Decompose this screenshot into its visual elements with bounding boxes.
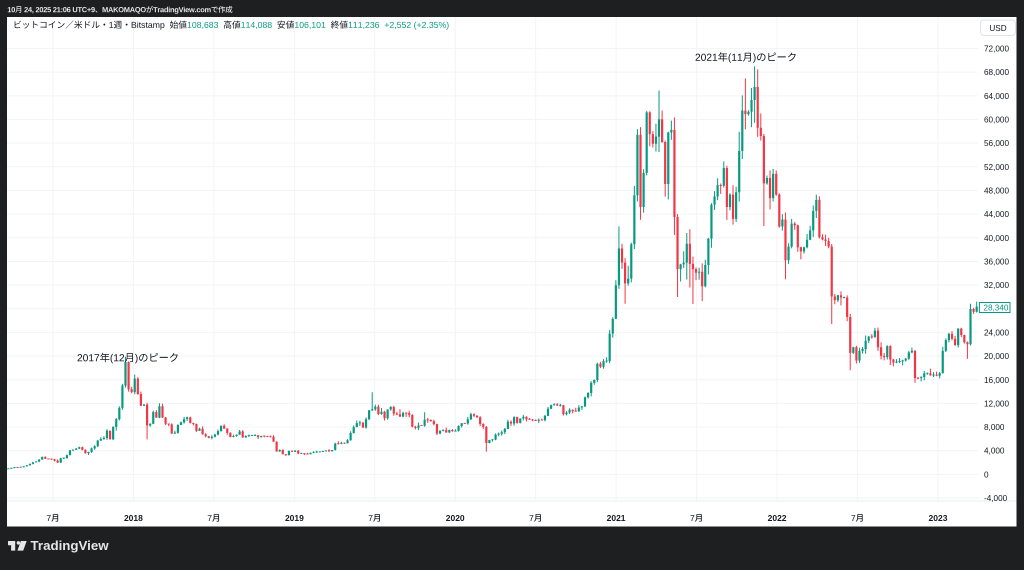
svg-text:4,000: 4,000: [984, 447, 1005, 456]
svg-text:2019: 2019: [285, 513, 304, 523]
svg-text:2018: 2018: [124, 513, 143, 523]
svg-text:48,000: 48,000: [984, 186, 1009, 195]
svg-text:2021: 2021: [607, 513, 626, 523]
svg-text:60,000: 60,000: [984, 115, 1009, 124]
svg-text:0: 0: [984, 470, 989, 479]
svg-text:-4,000: -4,000: [984, 494, 1008, 503]
svg-text:40,000: 40,000: [984, 234, 1009, 243]
svg-text:56,000: 56,000: [984, 139, 1009, 148]
svg-text:12,000: 12,000: [984, 399, 1009, 408]
svg-text:72,000: 72,000: [984, 45, 1009, 54]
svg-text:28,340: 28,340: [983, 303, 1008, 312]
svg-text:52,000: 52,000: [984, 163, 1009, 172]
svg-text:68,000: 68,000: [984, 68, 1009, 77]
svg-text:2020: 2020: [446, 513, 465, 523]
svg-text:20,000: 20,000: [984, 352, 1009, 361]
svg-text:24,000: 24,000: [984, 328, 1009, 337]
svg-text:32,000: 32,000: [984, 281, 1009, 290]
svg-text:16,000: 16,000: [984, 376, 1009, 385]
svg-text:64,000: 64,000: [984, 92, 1009, 101]
svg-text:44,000: 44,000: [984, 210, 1009, 219]
svg-text:2023: 2023: [929, 513, 948, 523]
svg-text:36,000: 36,000: [984, 257, 1009, 266]
svg-text:8,000: 8,000: [984, 423, 1005, 432]
svg-text:2022: 2022: [768, 513, 787, 523]
svg-text:TradingView: TradingView: [31, 538, 110, 553]
svg-text:USD: USD: [989, 24, 1006, 33]
